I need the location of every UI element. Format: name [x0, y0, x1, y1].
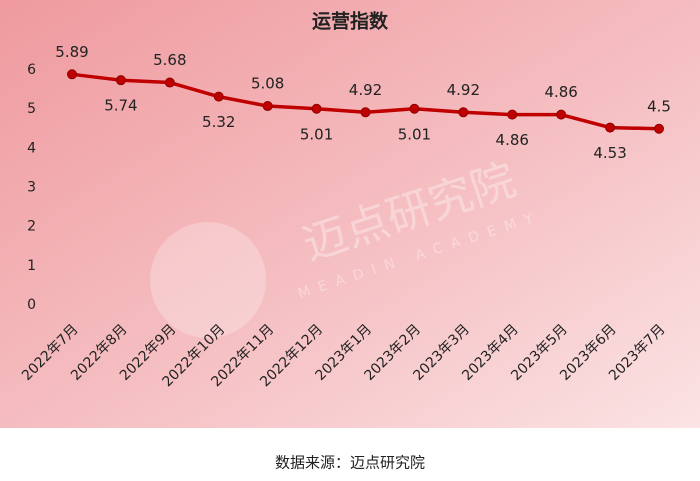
- y-tick-label: 6: [27, 62, 36, 78]
- marker: [262, 101, 273, 112]
- marker: [556, 109, 567, 120]
- y-tick-label: 1: [27, 258, 36, 274]
- data-label: 5.01: [300, 125, 333, 143]
- data-label: 4.92: [349, 81, 382, 99]
- data-label: 4.86: [496, 131, 529, 149]
- marker: [115, 75, 126, 86]
- y-tick-label: 0: [27, 297, 36, 313]
- marker: [409, 103, 420, 114]
- data-label: 4.53: [593, 144, 626, 162]
- data-label: 4.86: [544, 83, 577, 101]
- data-label: 5.89: [55, 43, 88, 61]
- y-tick-label: 5: [27, 101, 36, 117]
- watermark-logo: [150, 222, 266, 338]
- data-label: 5.01: [398, 125, 431, 143]
- source-note: 数据来源：迈点研究院: [275, 454, 425, 472]
- marker: [605, 122, 616, 133]
- data-label: 5.08: [251, 75, 284, 93]
- data-label: 5.74: [104, 97, 137, 115]
- data-label: 5.32: [202, 113, 235, 131]
- chart-title: 运营指数: [312, 10, 389, 33]
- marker: [164, 77, 175, 88]
- marker: [507, 109, 518, 120]
- marker: [360, 107, 371, 118]
- data-label: 5.68: [153, 51, 186, 69]
- marker: [311, 103, 322, 114]
- data-label: 4.5: [647, 97, 671, 115]
- marker: [67, 69, 77, 80]
- data-label: 4.92: [447, 81, 480, 99]
- marker: [654, 123, 664, 134]
- y-tick-label: 2: [27, 219, 36, 235]
- marker: [213, 91, 224, 102]
- marker: [458, 107, 469, 118]
- chart-background: [0, 0, 700, 428]
- y-tick-label: 4: [27, 140, 36, 156]
- y-tick-label: 3: [27, 180, 36, 196]
